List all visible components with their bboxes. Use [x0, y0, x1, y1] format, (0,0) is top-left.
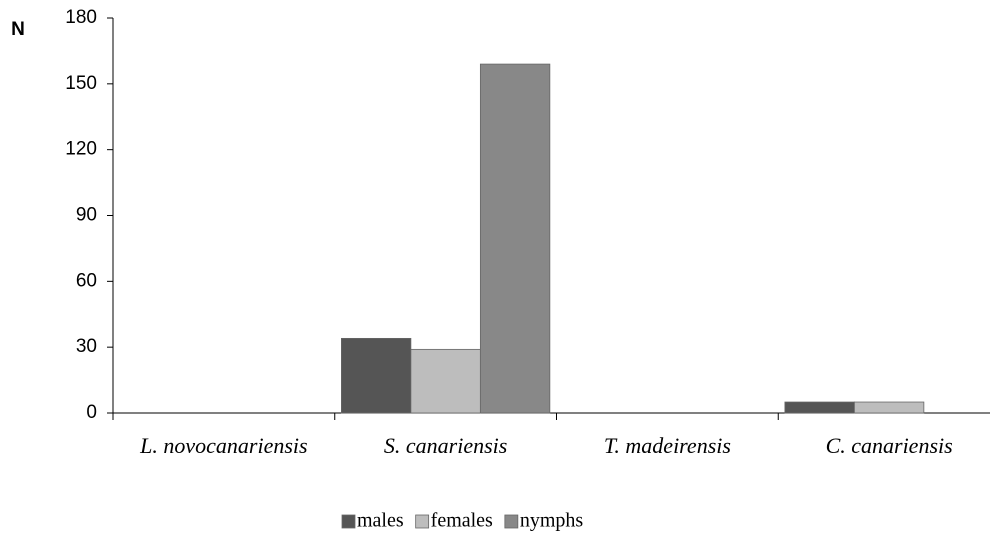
y-tick-label: 30 [76, 336, 97, 357]
legend-swatch [415, 514, 430, 529]
legend-label: males [357, 510, 404, 532]
x-tick-label: S. canariensis [384, 433, 507, 458]
legend-label: nymphs [520, 510, 584, 532]
y-tick-label: 90 [76, 205, 97, 226]
y-tick-label: 120 [65, 139, 97, 160]
bar [853, 401, 925, 414]
bar [341, 337, 412, 414]
legend-swatch [341, 514, 356, 529]
legend-swatch [504, 514, 519, 529]
y-axis-label: N [11, 19, 25, 40]
y-tick-label: 180 [65, 7, 97, 28]
y-tick-label: 150 [65, 73, 97, 94]
bar [784, 401, 855, 414]
x-tick-label: T. madeirensis [604, 433, 731, 458]
legend-label: females [431, 510, 493, 532]
bar [479, 63, 551, 414]
x-tick-label: L. novocanariensis [139, 433, 307, 458]
y-tick-label: 60 [76, 270, 97, 291]
y-tick-label: 0 [86, 402, 97, 423]
x-tick-label: C. canariensis [826, 433, 953, 458]
bar [410, 348, 481, 414]
